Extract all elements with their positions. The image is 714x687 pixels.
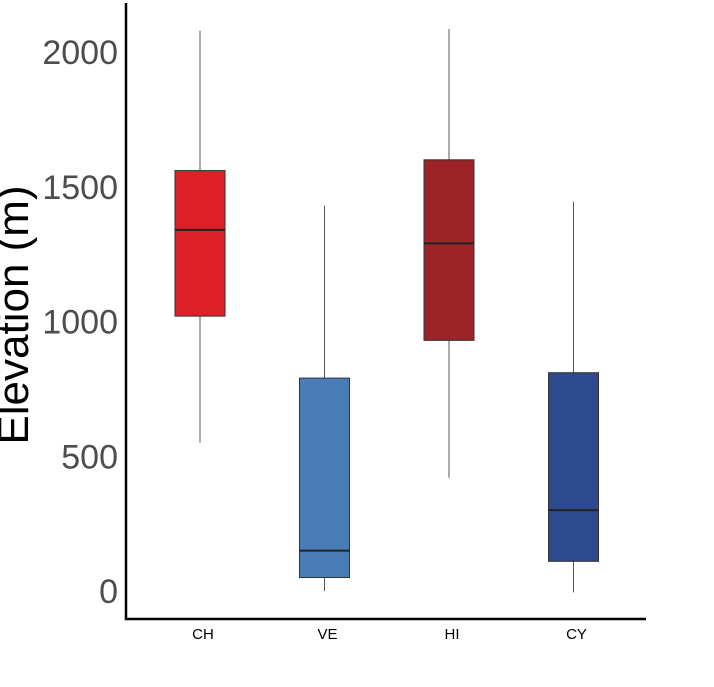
iqr-box-ch	[174, 170, 226, 317]
x-tick-label: VE	[317, 626, 337, 643]
y-tick-label: 500	[61, 438, 118, 476]
y-tick-label: 2000	[42, 34, 118, 72]
x-tick-labels: CH VE HI CY	[192, 626, 587, 643]
y-tick-label: 0	[99, 573, 118, 611]
box-cy	[548, 201, 599, 593]
x-tick-label: CH	[192, 626, 214, 643]
y-tick-label: 1500	[42, 169, 118, 207]
x-tick-label: CY	[566, 626, 587, 643]
y-axis-label: Elevation (m)	[0, 185, 38, 444]
iqr-box-hi	[423, 159, 475, 341]
iqr-box-cy	[548, 372, 599, 562]
plot-marks	[174, 29, 599, 593]
y-tick-label: 1000	[42, 304, 118, 342]
box-ch	[174, 30, 226, 443]
x-tick-label: HI	[445, 626, 460, 643]
iqr-box-ve	[299, 377, 350, 579]
box-ve	[299, 205, 350, 591]
y-tick-labels: 0 500 1000 1500 2000	[42, 34, 118, 611]
box-hi	[423, 29, 475, 478]
